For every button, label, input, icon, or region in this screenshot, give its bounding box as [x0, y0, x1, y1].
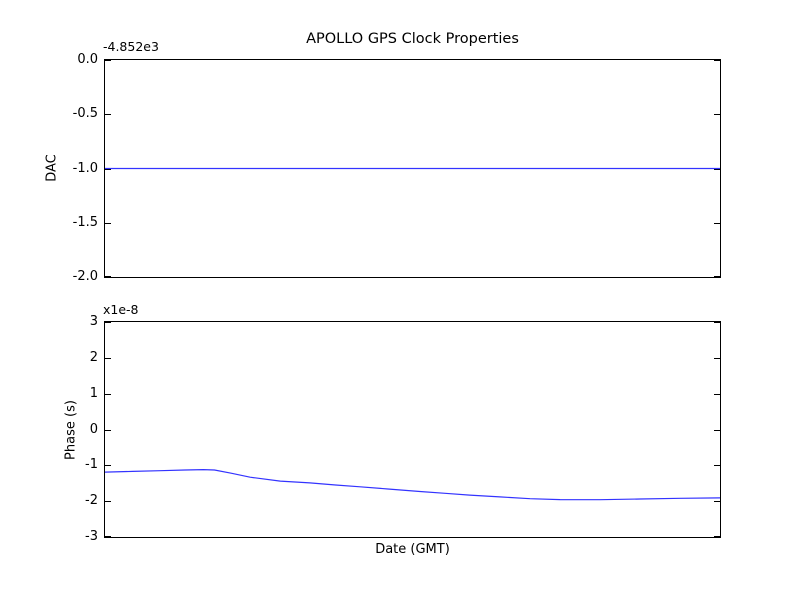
- x-axis-label: Date (GMT): [375, 542, 450, 557]
- y-tick-label: -1.5: [72, 214, 98, 230]
- y-tick-label: 0.0: [77, 52, 98, 67]
- dac-subplot: [104, 59, 721, 278]
- phase-plot-area: [105, 322, 720, 537]
- dac-plot-area: [105, 60, 720, 277]
- y-tick-label: 0: [89, 421, 98, 437]
- chart-title: APOLLO GPS Clock Properties: [306, 31, 519, 47]
- y-tick-label: -1.0: [72, 160, 98, 176]
- y-axis-scale-text: x1e-8: [103, 302, 139, 317]
- y-axis-offset-text: -4.852e3: [103, 39, 159, 54]
- phase-subplot: [104, 321, 721, 538]
- phase-data-line: [105, 469, 720, 501]
- y-tick-label: -0.5: [72, 106, 98, 122]
- y-tick-label: 3: [89, 314, 98, 329]
- y-tick-label: 1: [89, 385, 98, 401]
- y-tick-label: 2: [89, 349, 98, 365]
- y-tick-label: -3: [85, 529, 98, 544]
- y-tick-label: -2: [85, 493, 98, 509]
- y-tick-label: -2.0: [72, 269, 98, 284]
- y-tick-label: -1: [85, 457, 98, 473]
